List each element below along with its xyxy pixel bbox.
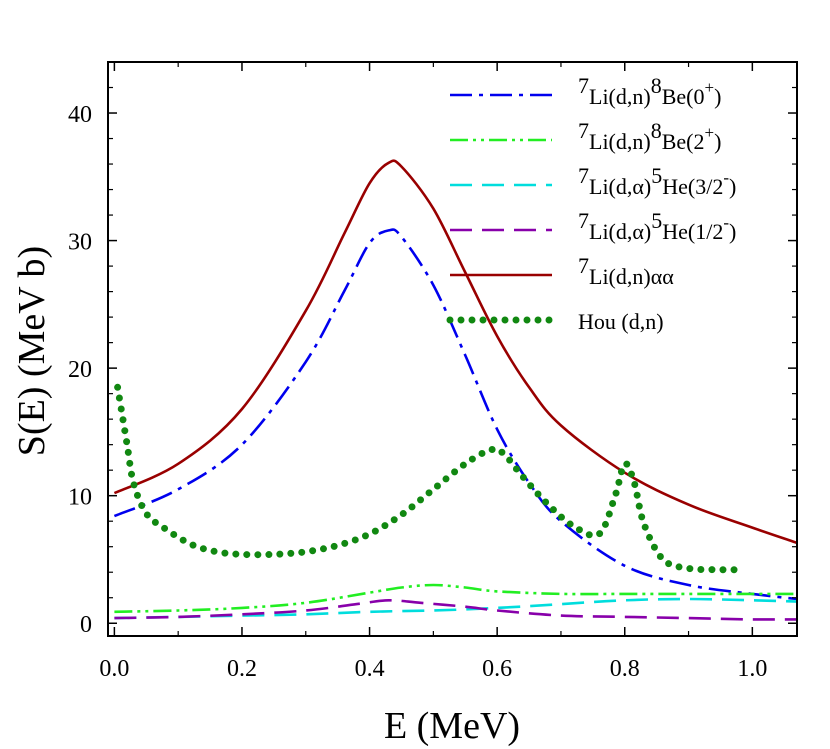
x-tick-label: 1.0 — [737, 656, 767, 682]
y-tick-label: 10 — [68, 485, 92, 511]
series-line-li-d-n-alpha-alpha — [113, 159, 797, 545]
legend-text-part: Li(d,α) — [589, 219, 651, 244]
y-tick-label: 40 — [68, 102, 92, 128]
y-tick-label: 30 — [68, 230, 92, 256]
x-tick-label: 0.8 — [610, 656, 640, 682]
legend-text-part: ) — [714, 84, 721, 109]
legend-label-hou-d-n: Hou (d,n) — [578, 309, 664, 334]
series-line-li-d-alpha-he-3-2 — [114, 597, 797, 620]
plot-frame — [107, 61, 798, 637]
legend-text-part: Be(0 — [662, 84, 705, 109]
legend-text-part: 5 — [651, 208, 662, 233]
legend-text-part: 7 — [578, 73, 589, 98]
legend-text-part: He(3/2 — [662, 174, 723, 199]
legend-text-part: ) — [729, 174, 736, 199]
legend-text-part: + — [704, 78, 714, 97]
plot-area — [113, 159, 797, 621]
legend-label-li-d-n-be-2: 7Li(d,n)8Be(2+) — [578, 118, 721, 154]
x-axis-label: E (MeV) — [384, 705, 520, 747]
legend-text-part: He(1/2 — [662, 219, 723, 244]
series-line-li-d-n-be-2 — [114, 583, 797, 614]
legend-text-part: - — [723, 168, 729, 187]
legend-text-part: 7 — [578, 163, 589, 188]
legend-text-part: Li(d,n) — [589, 84, 651, 109]
y-tick-label: 20 — [68, 357, 92, 383]
legend-text-part: 8 — [651, 118, 662, 143]
legend-text-part: - — [723, 213, 729, 232]
legend-text-part: Li(d,n)αα — [589, 264, 674, 289]
y-tick-label: 0 — [80, 612, 92, 638]
series-line-hou-d-n — [114, 383, 744, 574]
x-tick-label: 0.0 — [99, 656, 129, 682]
legend-text-part: 7 — [578, 253, 589, 278]
legend-text-part: Be(2 — [662, 129, 705, 154]
legend-label-li-d-alpha-he-3-2: 7Li(d,α)5He(3/2-) — [578, 163, 736, 199]
legend-text-part: + — [704, 123, 714, 142]
legend-text-part: 7 — [578, 208, 589, 233]
legend-label-li-d-n-be-0: 7Li(d,n)8Be(0+) — [578, 73, 721, 109]
x-tick-label: 0.4 — [355, 656, 385, 682]
legend-label-li-d-alpha-he-1-2: 7Li(d,α)5He(1/2-) — [578, 208, 736, 244]
legend-label-li-d-n-alpha-alpha: 7Li(d,n)αα — [578, 253, 674, 289]
series-line-li-d-alpha-he-1-2 — [114, 598, 797, 621]
legend-text-part: ) — [729, 219, 736, 244]
legend-text-part: 8 — [651, 73, 662, 98]
y-axis-label: S(E) (MeV b) — [11, 246, 53, 456]
legend-text-part: Li(d,n) — [589, 129, 651, 154]
series-line-li-d-n-be-0 — [113, 228, 797, 601]
legend-text-part: 7 — [578, 118, 589, 143]
legend: 7Li(d,n)8Be(0+)7Li(d,n)8Be(2+)7Li(d,α)5H… — [446, 73, 736, 334]
legend-text-part: Hou (d,n) — [578, 309, 664, 334]
legend-text-part: 5 — [651, 163, 662, 188]
x-tick-label: 0.6 — [482, 656, 512, 682]
x-tick-label: 0.2 — [227, 656, 257, 682]
legend-text-part: ) — [714, 129, 721, 154]
legend-text-part: Li(d,α) — [589, 174, 651, 199]
axes: 0.0 0.2 0.4 0.6 0.8 1.0 0 10 20 30 40 — [68, 61, 798, 682]
